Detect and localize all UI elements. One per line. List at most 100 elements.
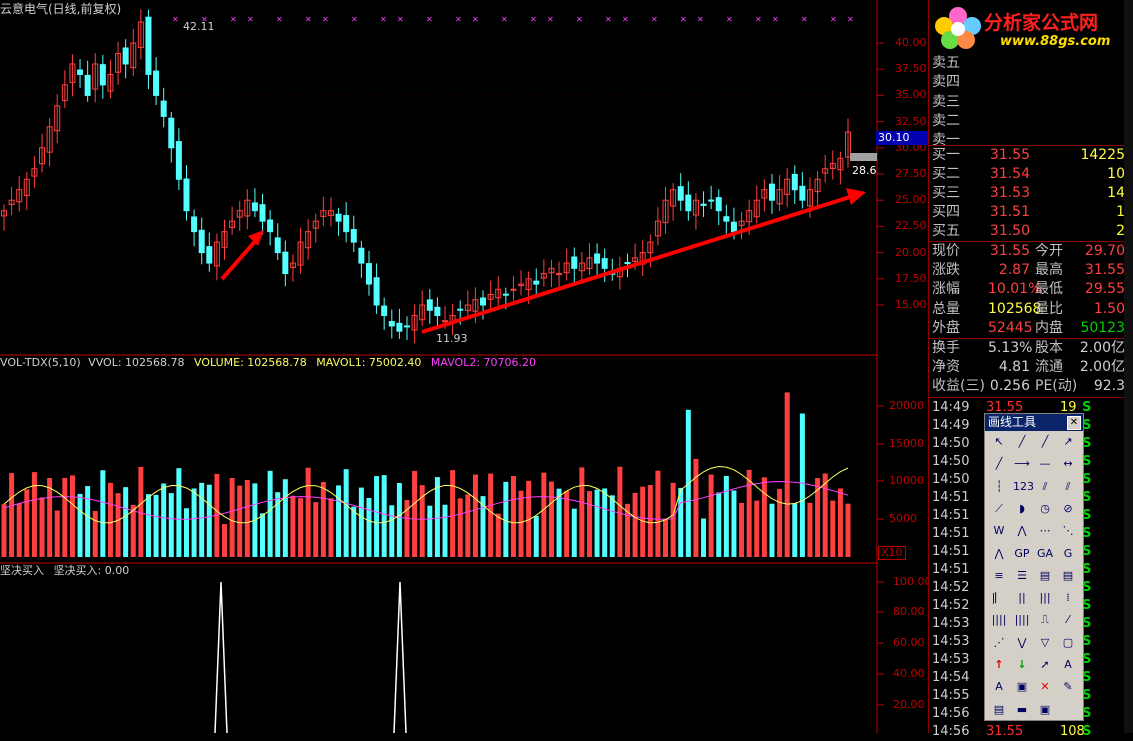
volume-bar — [723, 475, 729, 557]
candle-body — [305, 231, 312, 249]
tool-note-icon[interactable]: ✎ — [1063, 680, 1073, 694]
drawing-toolbox[interactable]: 画线工具 ✕ ↖ ╱ ╱ ↗ ╱ ⟶ — ↔ ┆ 123 ⫽ ⫽ ⟋ ◗ ◷ ⊘ W ⋀ ⋯ ⋱ ⋀ GP GA G ≡ ☰ ▤ ▤ |… — [984, 413, 1084, 721]
tool-speed-icon[interactable]: ⋰ — [993, 635, 1005, 649]
tool-triangle-icon[interactable]: ▽ — [1040, 635, 1050, 649]
tool-ellipse-icon[interactable]: ⊘ — [1063, 501, 1073, 515]
tool-parallel-icon[interactable]: ⫽ — [1042, 479, 1048, 493]
tool-cycle-icon[interactable]: ⋀ — [994, 546, 1004, 560]
tool-v-quad-icon[interactable]: |||| — [991, 613, 1007, 627]
close-icon[interactable]: ✕ — [1067, 416, 1081, 430]
volume-bar — [427, 505, 433, 557]
tick-row[interactable]: 14:53 S — [930, 615, 1125, 633]
volume-bar — [799, 413, 805, 557]
candle-body — [107, 73, 114, 92]
tick-row[interactable]: 14:51 S — [930, 489, 1125, 507]
toolbox-title-bar[interactable]: 画线工具 ✕ — [985, 414, 1083, 431]
tool-select-icon[interactable]: ↖ — [994, 435, 1004, 448]
volume-bar — [640, 486, 646, 557]
tool-rectangle-icon[interactable]: ▢ — [1062, 635, 1074, 649]
tool-h-segment-icon[interactable]: ↔ — [1063, 457, 1073, 471]
tick-row[interactable]: 14:51 S — [930, 543, 1125, 561]
tool-fib-grid-icon[interactable]: ▤ — [1062, 568, 1074, 582]
volume-bar — [746, 469, 752, 557]
volume-bar — [161, 483, 167, 557]
tick-row[interactable]: 14:54 S — [930, 669, 1125, 687]
tool-angle-icon[interactable]: ⁄ — [1067, 613, 1069, 627]
tick-row[interactable]: 14:55 S — [930, 687, 1125, 705]
top-marker: ✕ — [651, 15, 658, 24]
tool-h-ray-icon[interactable]: ⟶ — [1014, 457, 1030, 471]
tick-row[interactable]: 14:53 S — [930, 633, 1125, 651]
stat-value: 1.50 — [1093, 300, 1125, 317]
top-marker: ✕ — [230, 15, 237, 24]
tick-row[interactable]: 14:56 S — [930, 705, 1125, 723]
tool-arc-icon[interactable]: ◗ — [1019, 501, 1025, 515]
tick-row[interactable]: 14:56 31.55 108 S — [930, 723, 1125, 741]
tool-delete-icon[interactable]: ✕ — [1040, 680, 1050, 694]
flower-logo-icon — [935, 7, 981, 49]
tool-fib-h-icon[interactable]: ≡ — [994, 568, 1004, 582]
tool-wave-icon[interactable]: W — [993, 524, 1005, 538]
tool-v-double-icon[interactable]: || — [1018, 591, 1026, 605]
tool-up-arrow-icon[interactable]: ↑ — [994, 658, 1004, 671]
tick-row[interactable]: 14:50 S — [930, 471, 1125, 489]
tool-h-line-icon[interactable]: — — [1039, 457, 1051, 471]
tick-row[interactable]: 14:50 S — [930, 453, 1125, 471]
candle-body — [396, 322, 403, 332]
volume-bar — [92, 510, 98, 557]
tick-row[interactable]: 14:52 S — [930, 597, 1125, 615]
tick-row[interactable]: 14:51 S — [930, 561, 1125, 579]
tool-fan-icon[interactable]: ⋱ — [1062, 524, 1074, 538]
tool-down-arrow-icon[interactable]: ↓ — [1017, 658, 1027, 671]
volume-bar — [708, 474, 714, 557]
tick-row[interactable]: 14:51 S — [930, 507, 1125, 525]
volume-bar — [541, 472, 547, 557]
tool-circle-icon[interactable]: ◷ — [1040, 501, 1050, 515]
tool-segment-icon[interactable]: ╱ — [995, 457, 1003, 471]
volume-bar — [412, 470, 418, 557]
stat-value: 50123 — [1080, 319, 1125, 336]
tool-v-box-icon[interactable]: ⎍ — [1041, 613, 1049, 627]
tool-gann-p-icon[interactable]: GP — [1014, 546, 1030, 560]
tool-text-icon[interactable]: A — [1064, 658, 1072, 671]
tick-row[interactable]: 14:53 S — [930, 651, 1125, 669]
tool-list-icon[interactable]: ▤ — [993, 702, 1005, 716]
tool-line-icon[interactable]: ╱ — [1018, 435, 1026, 448]
candle-body — [806, 189, 813, 207]
top-marker: ✕ — [172, 15, 179, 24]
tool-v-triple-icon[interactable]: ||| — [1039, 591, 1051, 605]
tick-row[interactable]: 14:51 S — [930, 525, 1125, 543]
kline-chart[interactable]: ✕ ✕ ✕ ✕ ✕ ✕ ✕ ✕ ✕ ✕ ✕ ✕ ✕ ✕ ✕ ✕ ✕ ✕ ✕ ✕ ✕ ✕ ✕ ✕ ✕ ✕ ✕ ✕ — [0, 0, 928, 733]
logo: 分析家公式网 www.88gs.com — [930, 2, 1125, 52]
tick-row[interactable]: 14:52 S — [930, 579, 1125, 597]
tool-v-shape-icon[interactable]: ⋁ — [1017, 635, 1027, 649]
tool-mark-icon[interactable]: ➚ — [1040, 658, 1050, 671]
tool-v-multi-icon[interactable]: |||| — [1014, 613, 1030, 627]
tick-row[interactable]: 14:50 S — [930, 435, 1125, 453]
tool-channel-icon[interactable]: ⫽ — [1065, 479, 1071, 493]
tool-text-bold-icon[interactable]: A — [995, 680, 1003, 694]
volume-bar — [199, 482, 205, 557]
tick-row[interactable]: 14:49 S — [930, 417, 1125, 435]
tool-fib-box-icon[interactable]: ☰ — [1017, 568, 1027, 582]
tool-polyline-icon[interactable]: ⋯ — [1039, 524, 1051, 538]
tool-screen-icon[interactable]: ▣ — [1039, 702, 1051, 716]
tick-row[interactable]: 14:49 31.55 19 S — [930, 399, 1125, 417]
tool-gann-g-icon[interactable]: G — [1063, 546, 1073, 560]
tool-ruler-icon[interactable]: ▬ — [1016, 702, 1028, 716]
candle-body — [99, 64, 106, 86]
tool-arrow-line-icon[interactable]: ↗ — [1063, 435, 1073, 448]
tool-fib-area-icon[interactable]: ▤ — [1039, 568, 1051, 582]
tool-v-dots-icon[interactable]: ⁞ — [1066, 591, 1070, 605]
tool-trend-icon[interactable]: ⟋ — [995, 501, 1003, 515]
candle-body — [320, 210, 327, 217]
tool-ray-icon[interactable]: ╱ — [1041, 435, 1049, 448]
tool-v-cycle-icon[interactable]: |⎸ — [991, 591, 1007, 605]
tool-gann-a-icon[interactable]: GA — [1036, 546, 1054, 560]
panel-scrollbar[interactable] — [1124, 0, 1133, 733]
tool-fill-icon[interactable]: ▣ — [1016, 680, 1028, 694]
tool-zigzag-icon[interactable]: ⋀ — [1017, 524, 1027, 538]
tool-v-line-icon[interactable]: ┆ — [995, 479, 1003, 493]
candle-body — [700, 203, 707, 206]
tool-price-label-icon[interactable]: 123 — [1013, 479, 1034, 493]
